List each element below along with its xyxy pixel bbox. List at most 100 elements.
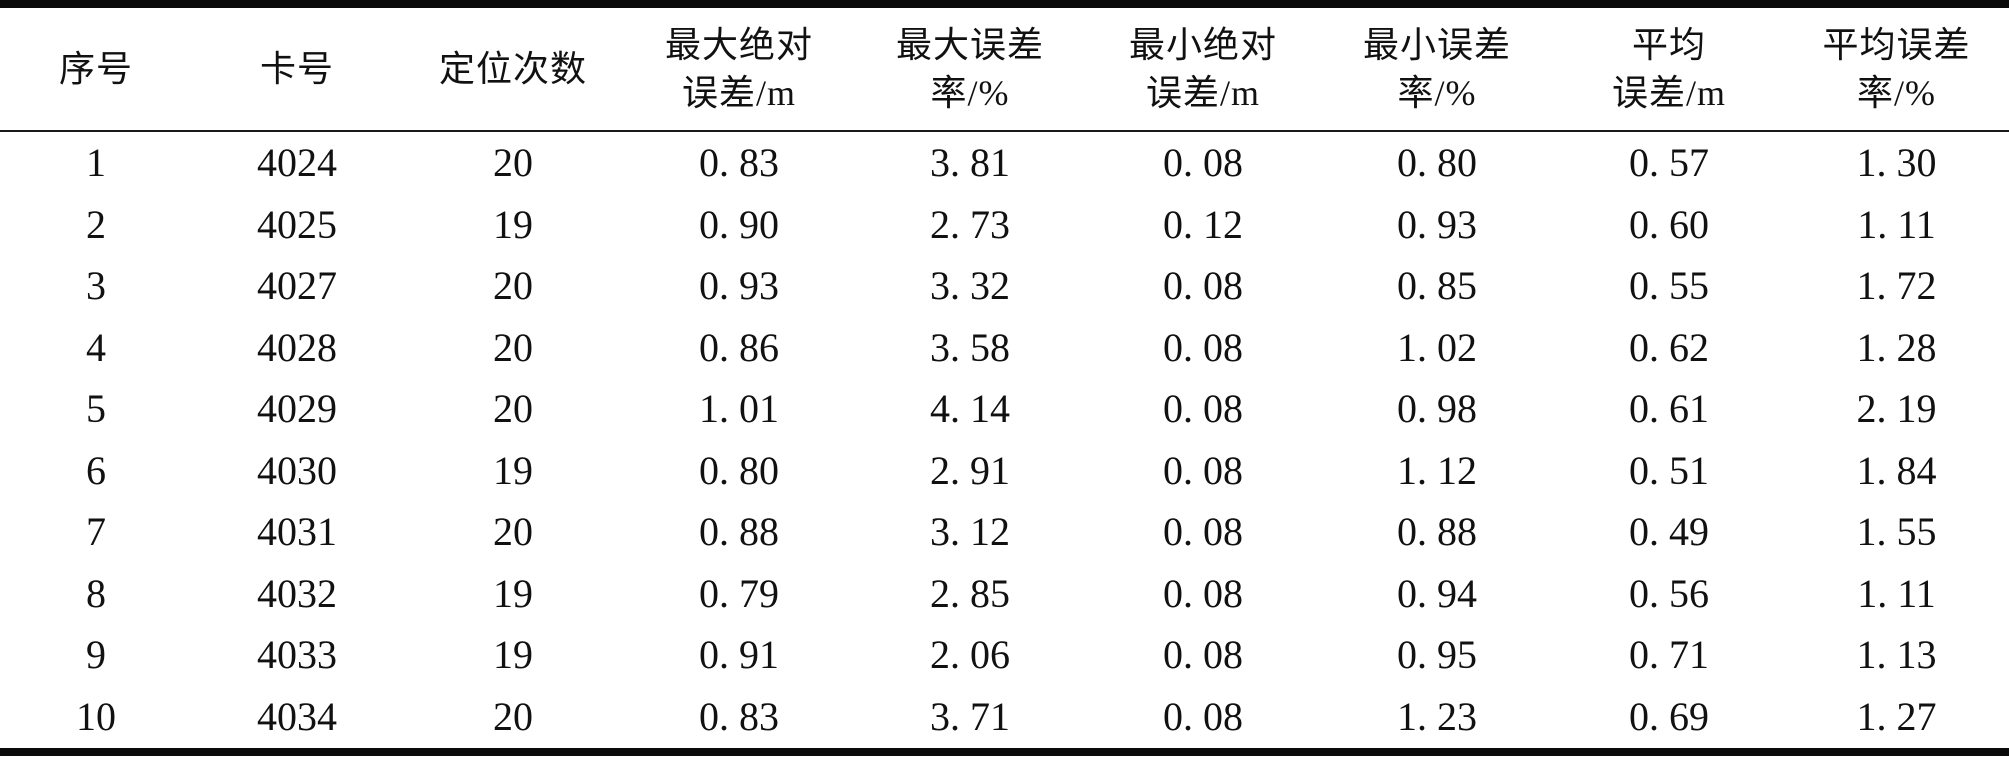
table-cell: 0. 57 [1629, 140, 1709, 186]
header-line1: 最小误差 [1362, 25, 1511, 65]
header-line2: 率/% [1857, 73, 1936, 113]
table-row: 9 4033 19 0. 91 2. 06 0. 08 0. 95 0. 71 … [0, 624, 2009, 685]
table-cell: 20 [493, 263, 533, 309]
table-cell: 1. 55 [1856, 509, 1937, 555]
table-cell: 0. 08 [1163, 509, 1243, 555]
column-header-max-absolute-error: 最大绝对误差/m [624, 4, 854, 132]
table-cell: 1. 72 [1856, 263, 1937, 309]
table-cell: 0. 55 [1629, 263, 1709, 309]
table-row: 5 4029 20 1. 01 4. 14 0. 08 0. 98 0. 61 … [0, 378, 2009, 439]
table-cell: 4030 [257, 447, 337, 493]
table-cell: 2. 73 [930, 201, 1010, 247]
table-cell: 0. 08 [1163, 447, 1243, 493]
table-cell: 4032 [257, 570, 337, 616]
table-cell: 0. 71 [1629, 632, 1709, 678]
column-header-serial-number: 序号 [0, 4, 192, 132]
header-line1: 最大误差 [895, 25, 1044, 65]
table-header: 序号 卡号 定位次数 最大绝对误差/m 最大误差率/% 最小绝对误差/m 最小误… [0, 4, 2009, 132]
table-cell: 9 [86, 632, 106, 678]
header-line2: 误差/m [1611, 73, 1726, 113]
header-line1: 卡号 [259, 49, 334, 89]
table-cell: 0. 61 [1629, 386, 1709, 432]
table-cell: 2. 06 [930, 632, 1010, 678]
table-cell: 0. 62 [1629, 324, 1709, 370]
table-cell: 3. 81 [930, 140, 1010, 186]
table-row: 3 4027 20 0. 93 3. 32 0. 08 0. 85 0. 55 … [0, 255, 2009, 316]
table-cell: 0. 60 [1629, 201, 1709, 247]
table-cell: 0. 88 [1397, 509, 1477, 555]
header-line2: 率/% [1397, 73, 1477, 113]
header-line1: 平均 [1631, 25, 1706, 65]
table-body: 1 4024 20 0. 83 3. 81 0. 08 0. 80 0. 57 … [0, 131, 2009, 752]
table-cell: 20 [493, 509, 533, 555]
table-row: 1 4024 20 0. 83 3. 81 0. 08 0. 80 0. 57 … [0, 131, 2009, 194]
table-row: 10 4034 20 0. 83 3. 71 0. 08 1. 23 0. 69… [0, 685, 2009, 752]
table-cell: 0. 91 [699, 632, 779, 678]
table-cell: 2. 85 [930, 570, 1010, 616]
table-cell: 19 [493, 447, 533, 493]
header-line2: 率/% [930, 73, 1010, 113]
table-cell: 8 [86, 570, 106, 616]
header-line1: 平均误差 [1822, 25, 1971, 65]
table-cell: 0. 08 [1163, 632, 1243, 678]
table-cell: 1. 27 [1856, 694, 1937, 740]
table-cell: 1. 28 [1856, 324, 1937, 370]
header-row: 序号 卡号 定位次数 最大绝对误差/m 最大误差率/% 最小绝对误差/m 最小误… [0, 4, 2009, 132]
table-cell: 0. 93 [1397, 201, 1477, 247]
table-cell: 5 [86, 386, 106, 432]
table-cell: 0. 56 [1629, 570, 1709, 616]
table-cell: 1. 23 [1397, 694, 1477, 740]
table-cell: 0. 85 [1397, 263, 1477, 309]
header-line1: 定位次数 [438, 49, 587, 89]
table-cell: 1. 01 [699, 386, 779, 432]
table-cell: 4034 [257, 694, 337, 740]
table-cell: 1 [86, 140, 106, 186]
table-cell: 4027 [257, 263, 337, 309]
table-cell: 0. 08 [1163, 140, 1243, 186]
table-cell: 0. 69 [1629, 694, 1709, 740]
table-cell: 4025 [257, 201, 337, 247]
table-cell: 4031 [257, 509, 337, 555]
table-cell: 0. 95 [1397, 632, 1477, 678]
table-cell: 0. 08 [1163, 694, 1243, 740]
table-cell: 4029 [257, 386, 337, 432]
table-cell: 3. 71 [930, 694, 1010, 740]
table-cell: 0. 80 [1397, 140, 1477, 186]
table-cell: 0. 49 [1629, 509, 1709, 555]
header-line1: 最小绝对 [1128, 25, 1277, 65]
table-cell: 20 [493, 324, 533, 370]
table-cell: 3. 58 [930, 324, 1010, 370]
header-line1: 最大绝对 [664, 25, 813, 65]
column-header-average-error: 平均误差/m [1554, 4, 1784, 132]
table-cell: 19 [493, 570, 533, 616]
table-cell: 4. 14 [930, 386, 1010, 432]
table-cell: 0. 90 [699, 201, 779, 247]
table-row: 2 4025 19 0. 90 2. 73 0. 12 0. 93 0. 60 … [0, 194, 2009, 255]
table-cell: 20 [493, 694, 533, 740]
table-cell: 10 [76, 694, 116, 740]
table-row: 4 4028 20 0. 86 3. 58 0. 08 1. 02 0. 62 … [0, 317, 2009, 378]
table-cell: 1. 30 [1856, 140, 1937, 186]
header-line1: 序号 [58, 49, 133, 89]
table-row: 6 4030 19 0. 80 2. 91 0. 08 1. 12 0. 51 … [0, 440, 2009, 501]
table-cell: 0. 08 [1163, 263, 1243, 309]
table-cell: 1. 02 [1397, 324, 1477, 370]
table-cell: 0. 12 [1163, 201, 1243, 247]
column-header-average-error-rate: 平均误差率/% [1784, 4, 2009, 132]
column-header-max-error-rate: 最大误差率/% [854, 4, 1086, 132]
table-cell: 0. 94 [1397, 570, 1477, 616]
table-row: 7 4031 20 0. 88 3. 12 0. 08 0. 88 0. 49 … [0, 501, 2009, 562]
table-cell: 0. 08 [1163, 570, 1243, 616]
table-cell: 0. 79 [699, 570, 779, 616]
table-cell: 3 [86, 263, 106, 309]
header-line2: 误差/m [681, 73, 796, 113]
table-cell: 1. 84 [1856, 447, 1937, 493]
table-cell: 20 [493, 386, 533, 432]
table-cell: 0. 93 [699, 263, 779, 309]
table-cell: 20 [493, 140, 533, 186]
table-cell: 1. 11 [1857, 201, 1936, 247]
column-header-card-number: 卡号 [192, 4, 402, 132]
table-cell: 0. 88 [699, 509, 779, 555]
